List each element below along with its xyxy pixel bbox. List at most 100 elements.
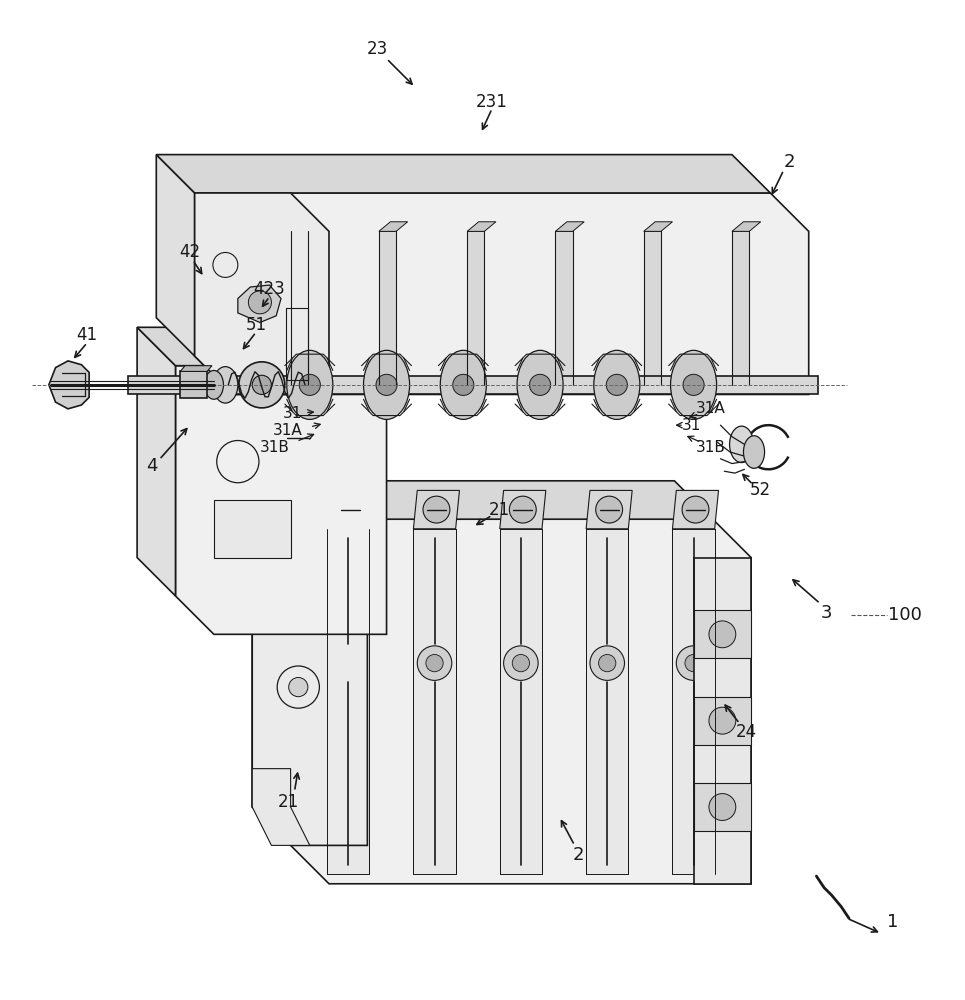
Polygon shape (413, 490, 459, 529)
Polygon shape (214, 500, 290, 558)
Text: 2: 2 (784, 153, 795, 171)
Polygon shape (252, 481, 713, 519)
Bar (127, 376, 818, 394)
Text: 100: 100 (888, 606, 922, 624)
Polygon shape (732, 222, 760, 231)
Circle shape (598, 654, 616, 672)
Polygon shape (644, 231, 661, 385)
Circle shape (283, 422, 314, 453)
Ellipse shape (593, 350, 640, 419)
Polygon shape (694, 783, 751, 831)
Circle shape (252, 375, 271, 394)
Polygon shape (290, 519, 751, 884)
Circle shape (289, 677, 308, 697)
Circle shape (238, 362, 285, 408)
Polygon shape (290, 231, 308, 385)
Circle shape (376, 374, 398, 395)
Polygon shape (290, 222, 319, 231)
Polygon shape (556, 231, 572, 385)
Polygon shape (195, 193, 809, 394)
Text: 24: 24 (735, 723, 757, 741)
Circle shape (504, 646, 538, 680)
Polygon shape (252, 769, 310, 845)
Text: 31A: 31A (273, 423, 303, 438)
Text: 42: 42 (179, 243, 201, 261)
Polygon shape (673, 529, 715, 874)
Polygon shape (379, 222, 407, 231)
Circle shape (248, 291, 271, 314)
Text: 2: 2 (572, 846, 584, 864)
Polygon shape (586, 529, 628, 874)
Polygon shape (694, 610, 751, 658)
Text: 423: 423 (254, 280, 286, 298)
Polygon shape (500, 529, 542, 874)
Polygon shape (156, 155, 770, 193)
Text: 51: 51 (245, 316, 266, 334)
Text: 21: 21 (278, 793, 299, 811)
Bar (180, 371, 207, 398)
Ellipse shape (213, 367, 237, 403)
Text: 31B: 31B (696, 440, 726, 455)
Bar (289, 447, 308, 476)
Polygon shape (180, 366, 212, 371)
Text: 31: 31 (682, 418, 702, 433)
Text: 3: 3 (820, 604, 832, 622)
Circle shape (423, 496, 450, 523)
Text: 52: 52 (750, 481, 771, 499)
Polygon shape (252, 481, 368, 845)
Text: 1: 1 (888, 913, 898, 931)
Polygon shape (195, 193, 329, 394)
Polygon shape (327, 490, 373, 529)
Text: 231: 231 (476, 93, 508, 111)
Polygon shape (586, 490, 632, 529)
Ellipse shape (517, 350, 564, 419)
Circle shape (685, 654, 703, 672)
Polygon shape (694, 697, 751, 745)
Circle shape (590, 646, 624, 680)
Ellipse shape (440, 350, 486, 419)
Text: 4: 4 (146, 457, 157, 475)
Polygon shape (327, 529, 370, 874)
Ellipse shape (364, 350, 409, 419)
Polygon shape (732, 231, 749, 385)
Circle shape (683, 374, 704, 395)
Circle shape (709, 794, 735, 820)
Polygon shape (413, 529, 455, 874)
Circle shape (530, 374, 551, 395)
Ellipse shape (730, 426, 754, 463)
Polygon shape (500, 490, 546, 529)
Polygon shape (237, 285, 281, 323)
Circle shape (676, 646, 711, 680)
Circle shape (299, 374, 320, 395)
Polygon shape (467, 222, 496, 231)
Circle shape (453, 374, 474, 395)
Polygon shape (176, 366, 387, 634)
Polygon shape (673, 490, 719, 529)
Text: 31A: 31A (696, 401, 726, 416)
Text: 41: 41 (76, 326, 97, 344)
Text: 31B: 31B (260, 440, 290, 455)
Circle shape (417, 646, 452, 680)
Polygon shape (379, 231, 397, 385)
Polygon shape (137, 327, 176, 596)
Circle shape (709, 621, 735, 648)
Circle shape (709, 707, 735, 734)
Circle shape (512, 654, 530, 672)
Polygon shape (137, 327, 348, 366)
Circle shape (337, 496, 364, 523)
Polygon shape (644, 222, 673, 231)
Circle shape (340, 654, 357, 672)
Polygon shape (694, 558, 751, 884)
Circle shape (426, 654, 443, 672)
Polygon shape (556, 222, 584, 231)
Ellipse shape (671, 350, 717, 419)
Circle shape (510, 496, 537, 523)
Text: 31: 31 (283, 406, 302, 421)
Polygon shape (49, 361, 89, 409)
Circle shape (595, 496, 622, 523)
Ellipse shape (205, 370, 224, 399)
Polygon shape (467, 231, 484, 385)
Circle shape (331, 646, 366, 680)
Polygon shape (252, 481, 290, 845)
Text: 23: 23 (367, 40, 388, 58)
